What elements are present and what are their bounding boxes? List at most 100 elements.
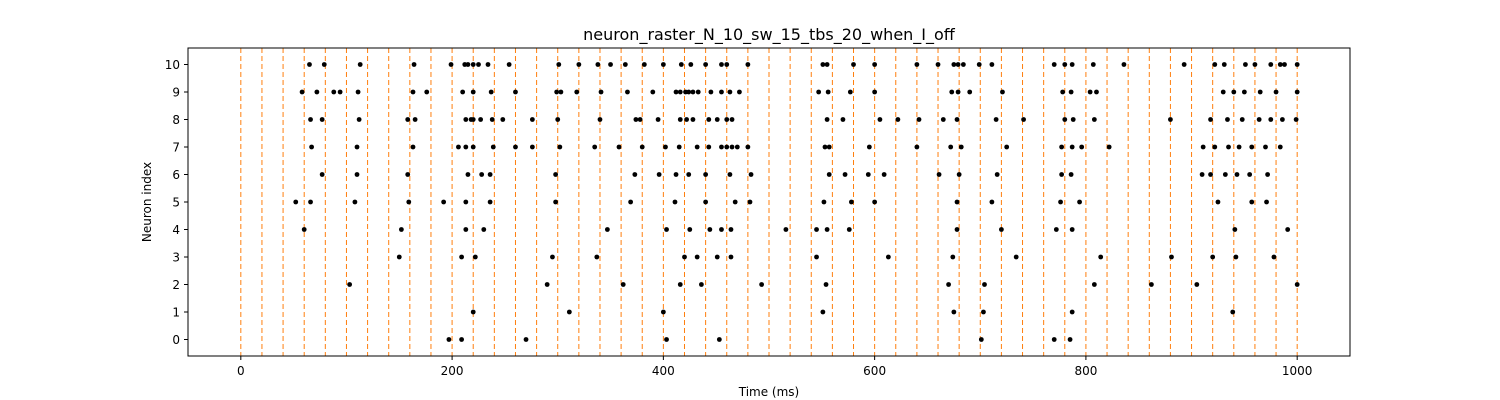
spike-point <box>703 62 709 67</box>
spike-point <box>411 62 417 67</box>
spike-point <box>978 337 984 342</box>
spike-point <box>1070 117 1076 122</box>
spike-point <box>1199 172 1205 177</box>
spike-point <box>872 62 878 67</box>
y-tick-label: 0 <box>172 333 180 347</box>
spike-point <box>319 117 325 122</box>
spike-point <box>352 199 358 205</box>
spike-point <box>331 89 337 95</box>
spike-point <box>690 117 696 122</box>
spike-point <box>1060 89 1066 95</box>
spike-point <box>478 117 484 122</box>
spike-point <box>1068 89 1074 95</box>
spike-point <box>955 62 961 67</box>
spike-point <box>673 89 679 95</box>
spike-point <box>1069 227 1075 232</box>
spike-point <box>1062 117 1068 122</box>
x-tick-label: 400 <box>652 364 675 378</box>
spike-point <box>1263 144 1268 150</box>
spike-point <box>714 254 720 260</box>
y-axis-ticks: 0 1 2 3 4 5 6 7 8 9 10 <box>165 58 188 347</box>
spike-point <box>728 227 734 232</box>
spike-point <box>485 62 491 67</box>
spike-point <box>847 89 853 95</box>
spike-point <box>660 62 666 67</box>
spike-point <box>1212 144 1218 150</box>
spike-point <box>1094 89 1099 95</box>
spike-point <box>958 144 964 150</box>
spike-point <box>557 144 563 150</box>
spike-point <box>989 62 995 67</box>
spike-point <box>410 144 416 150</box>
spike-point <box>956 172 962 177</box>
spike-point <box>1212 62 1218 67</box>
spike-point <box>550 254 555 260</box>
spike-point <box>1222 172 1228 177</box>
spike-point <box>840 117 846 122</box>
spike-point <box>946 282 951 287</box>
spike-point <box>729 117 735 122</box>
spike-point <box>490 144 496 150</box>
spike-point <box>459 337 464 342</box>
spike-point <box>620 282 626 287</box>
spike-point <box>1249 199 1255 205</box>
spike-point <box>954 117 960 122</box>
y-tick-label: 3 <box>172 251 180 265</box>
spike-point <box>687 227 693 232</box>
spike-point <box>529 117 535 122</box>
spike-point <box>628 199 634 205</box>
spike-point <box>1243 62 1248 67</box>
spike-point <box>481 227 487 232</box>
spike-point <box>714 117 720 122</box>
spike-point <box>456 144 461 150</box>
spike-point <box>1265 172 1271 177</box>
y-tick-label: 5 <box>172 196 180 210</box>
spike-point <box>677 89 683 95</box>
x-tick-label: 200 <box>441 364 464 378</box>
spike-point <box>914 62 920 67</box>
spike-point <box>476 62 481 67</box>
spike-point <box>307 62 312 67</box>
spike-point <box>608 62 613 67</box>
spike-point <box>487 172 493 177</box>
spike-point <box>719 227 724 232</box>
y-tick-label: 6 <box>172 168 180 182</box>
x-tick-label: 800 <box>1074 364 1097 378</box>
spike-point <box>885 254 891 260</box>
spike-point <box>872 89 878 95</box>
spike-point <box>459 254 464 260</box>
spike-point <box>1069 309 1075 315</box>
spike-point <box>355 89 361 95</box>
spike-point <box>719 62 724 67</box>
spike-point <box>1062 62 1068 67</box>
spike-point <box>1256 117 1262 122</box>
spike-point <box>949 89 955 95</box>
spike-point <box>989 199 995 205</box>
spike-point <box>556 62 562 67</box>
spike-point <box>472 254 478 260</box>
spike-point <box>851 62 856 67</box>
spike-point <box>633 117 639 122</box>
y-tick-label: 7 <box>172 141 180 155</box>
spike-point <box>655 117 661 122</box>
spike-point <box>1181 62 1187 67</box>
spike-point <box>672 199 678 205</box>
spike-point <box>916 117 922 122</box>
spike-point <box>1294 89 1300 95</box>
spike-point <box>1000 89 1005 95</box>
spike-point <box>814 227 819 232</box>
spike-point <box>1221 62 1227 67</box>
spike-point <box>1208 117 1213 122</box>
spike-point <box>1268 117 1274 122</box>
spike-point <box>1232 227 1238 232</box>
spike-point <box>470 309 476 315</box>
x-axis-label: Time (ms) <box>738 385 800 399</box>
spike-point <box>500 117 506 122</box>
spike-point <box>1277 144 1283 150</box>
spike-point <box>410 89 416 95</box>
spike-point <box>487 199 493 205</box>
spike-point <box>677 282 683 287</box>
spike-point <box>783 227 789 232</box>
spike-point <box>301 227 307 232</box>
spike-point <box>616 144 622 150</box>
